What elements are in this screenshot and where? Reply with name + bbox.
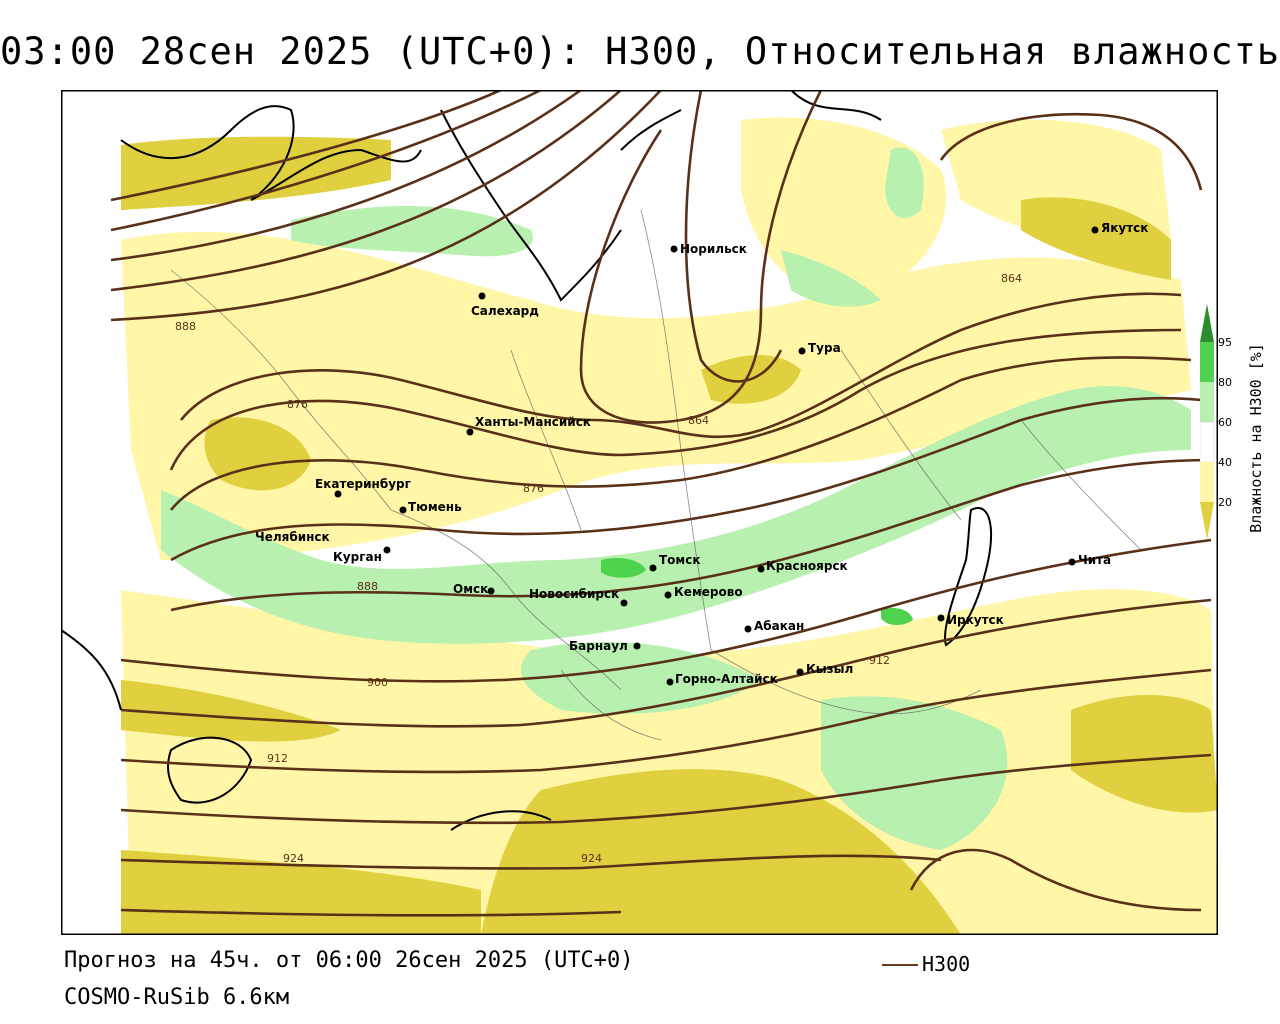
city-label: Салехард [471, 304, 539, 318]
city-dot [937, 614, 945, 622]
isoline-label: 900 [367, 676, 388, 689]
city-label: Иркутск [947, 613, 1004, 627]
city-dot [478, 292, 486, 300]
city-dot [383, 546, 391, 554]
city-dot [757, 565, 765, 573]
city-dot [666, 678, 674, 686]
colorbar-60-80 [1200, 382, 1214, 422]
city-dot [1068, 558, 1076, 566]
colorbar-above95 [1200, 304, 1214, 342]
city-label: Ханты-Мансийск [475, 415, 591, 429]
isoline-label: 888 [357, 580, 378, 593]
city-dot [796, 668, 804, 676]
city-label: Горно-Алтайск [675, 672, 778, 686]
humidity-map: 864 864 876 876 888 888 900 912 912 924 … [61, 90, 1218, 935]
map-title: 03:00 28сен 2025 (UTC+0): H300, Относите… [0, 30, 1280, 73]
city-dot [620, 599, 628, 607]
colorbar-title: Влажность на H300 [%] [1247, 343, 1265, 533]
humidity-80-95 [601, 558, 913, 626]
isoline-label: 924 [581, 852, 602, 865]
model-name: COSMO-RuSib 6.6км [64, 985, 290, 1010]
city-dot [399, 506, 407, 514]
city-dot [633, 642, 641, 650]
city-dot [487, 587, 495, 595]
city-dot [744, 625, 752, 633]
city-dot [664, 591, 672, 599]
city-label: Чита [1078, 553, 1111, 567]
city-dot [649, 564, 657, 572]
colorbar: 95 80 60 40 20 [1200, 304, 1232, 540]
city-label: Томск [659, 553, 701, 567]
colorbar-below20 [1200, 502, 1214, 540]
colorbar-tick: 60 [1218, 416, 1232, 429]
isoline-labels: 864 864 876 876 888 888 900 912 912 924 … [175, 272, 1022, 865]
isoline-label: 864 [1001, 272, 1022, 285]
city-label: Курган [333, 550, 382, 564]
city-label: Норильск [680, 242, 747, 256]
city-label: Барнаул [569, 639, 628, 653]
city-dot [334, 490, 342, 498]
isoline-label: 912 [869, 654, 890, 667]
city-markers: Норильск Якутск Салехард Тура Ханты-Манс… [255, 221, 1148, 686]
h300-legend-line [882, 964, 918, 966]
forecast-info: Прогноз на 45ч. от 06:00 26сен 2025 (UTC… [64, 948, 634, 973]
city-label: Омск [453, 582, 488, 596]
city-label: Абакан [754, 619, 804, 633]
city-label: Тура [808, 341, 841, 355]
humidity-60-80 [161, 147, 1191, 850]
colorbar-tick: 95 [1218, 336, 1232, 349]
colorbar-tick: 20 [1218, 496, 1232, 509]
colorbar-20-40 [1200, 462, 1214, 502]
city-label: Тюмень [408, 500, 462, 514]
city-label: Красноярск [766, 559, 848, 573]
city-label: Новосибирск [529, 587, 619, 601]
isoline-label: 864 [688, 414, 709, 427]
city-label: Кемерово [674, 585, 743, 599]
colorbar-tick: 40 [1218, 456, 1232, 469]
city-label: Якутск [1101, 221, 1148, 235]
city-label: Кызыл [806, 662, 853, 676]
h300-isolines [110, 90, 1212, 917]
city-dot [670, 245, 678, 253]
isoline-label: 912 [267, 752, 288, 765]
city-dot [1091, 226, 1099, 234]
coastlines [61, 90, 992, 831]
map-frame [61, 90, 1218, 935]
city-dot [466, 428, 474, 436]
isoline-label: 924 [283, 852, 304, 865]
colorbar-tick: 80 [1218, 376, 1232, 389]
colorbar-80-95 [1200, 342, 1214, 382]
colorbar-40-60 [1200, 421, 1215, 463]
isoline-label: 888 [175, 320, 196, 333]
city-label: Челябинск [255, 530, 330, 544]
humidity-20-40 [121, 117, 1218, 935]
h300-legend-label: H300 [922, 952, 971, 976]
isoline-label: 876 [523, 482, 544, 495]
isoline-label: 876 [287, 398, 308, 411]
city-dot [798, 347, 806, 355]
city-label: Екатеринбург [315, 477, 411, 491]
